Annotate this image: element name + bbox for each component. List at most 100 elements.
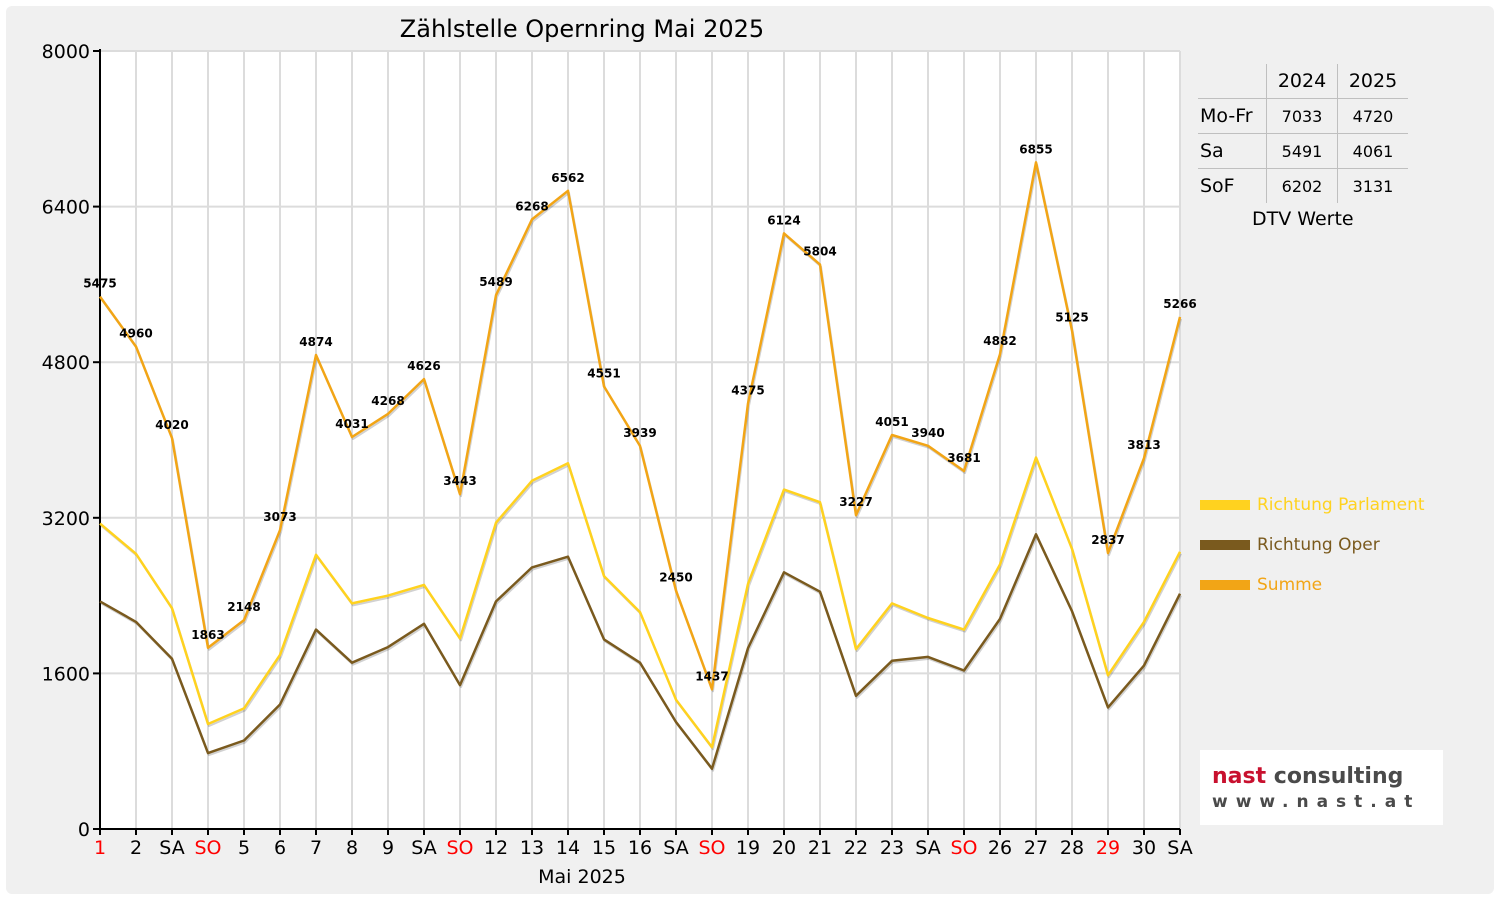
data-label: 6562 <box>551 171 584 185</box>
x-tick-label: SO <box>950 837 977 859</box>
legend-item-summe: Summe <box>1200 575 1322 595</box>
x-tick-label: SA <box>159 837 184 859</box>
dtv-value-2025: 4720 <box>1337 98 1408 134</box>
x-tick-label: 7 <box>310 837 322 859</box>
dtv-row-mo-fr: Mo-Fr 7033 4720 <box>1198 98 1408 134</box>
logo-wordmark: nast consulting <box>1212 764 1403 789</box>
nast-consulting-logo: nast consulting www.nast.at <box>1200 750 1443 825</box>
logo-brand-b: consulting <box>1273 764 1404 789</box>
series-line-richtung-parlament <box>99 456 1182 749</box>
legend-swatch <box>1200 500 1250 510</box>
logo-brand-a: nast <box>1212 764 1267 789</box>
data-label: 2450 <box>659 571 692 585</box>
legend-item-oper: Richtung Oper <box>1200 535 1380 555</box>
legend-swatch <box>1200 540 1250 550</box>
x-axis-label: Mai 2025 <box>538 866 626 888</box>
x-tick-label: 20 <box>772 837 796 859</box>
x-tick-label: 13 <box>520 837 544 859</box>
data-label: 4626 <box>407 359 440 373</box>
series-lines <box>98 161 1182 772</box>
data-label: 2837 <box>1091 533 1124 547</box>
data-label: 1437 <box>695 669 728 683</box>
dtv-corner <box>1198 64 1267 99</box>
data-label: 4375 <box>731 384 764 398</box>
y-tick-label: 4800 <box>42 352 90 374</box>
grid-lines <box>100 50 1181 829</box>
data-label: 4882 <box>983 334 1016 348</box>
y-tick-label: 8000 <box>42 41 90 63</box>
x-tick-label: SO <box>194 837 221 859</box>
data-label: 5266 <box>1163 297 1196 311</box>
data-label: 4268 <box>371 394 404 408</box>
dtv-header-2024: 2024 <box>1266 64 1338 99</box>
x-tick-label: 21 <box>808 837 832 859</box>
logo-url: www.nast.at <box>1212 792 1421 812</box>
dtv-value-2024: 6202 <box>1266 168 1338 203</box>
legend-label: Richtung Oper <box>1257 535 1380 555</box>
y-tick-label: 1600 <box>42 663 90 685</box>
y-tick-label: 3200 <box>42 508 90 530</box>
data-label: 6124 <box>767 213 800 227</box>
legend-item-parlament: Richtung Parlament <box>1200 495 1425 515</box>
data-label: 5804 <box>803 245 836 259</box>
x-tick-label: 19 <box>736 837 760 859</box>
dtv-header-2025: 2025 <box>1337 64 1408 99</box>
legend-swatch <box>1200 580 1250 590</box>
data-label: 4031 <box>335 417 368 431</box>
legend-label: Richtung Parlament <box>1257 495 1425 515</box>
dtv-header-row: 2024 2025 <box>1198 64 1408 99</box>
data-label: 3939 <box>623 426 656 440</box>
dtv-row-label: SoF <box>1198 168 1267 203</box>
x-tick-label: SO <box>446 837 473 859</box>
x-tick-label: 9 <box>382 837 394 859</box>
data-label: 3443 <box>443 474 476 488</box>
dtv-value-2024: 5491 <box>1266 133 1338 169</box>
x-tick-label: 23 <box>880 837 904 859</box>
x-tick-label: SA <box>411 837 436 859</box>
x-tick-label: 30 <box>1132 837 1156 859</box>
data-label: 3813 <box>1127 438 1160 452</box>
dtv-row-label: Sa <box>1198 133 1267 169</box>
data-label: 1863 <box>191 628 224 642</box>
x-tick-label: 22 <box>844 837 868 859</box>
x-tick-label: 6 <box>274 837 286 859</box>
dtv-value-2025: 3131 <box>1337 168 1408 203</box>
data-label: 2148 <box>227 600 260 614</box>
dtv-table: 2024 2025 Mo-Fr 7033 4720 Sa 5491 4061 S… <box>1198 64 1408 203</box>
x-tick-label: 1 <box>94 837 106 859</box>
x-tick-label: 28 <box>1060 837 1084 859</box>
x-tick-label: 16 <box>628 837 652 859</box>
dtv-caption: DTV Werte <box>1252 208 1354 230</box>
dtv-value-2024: 7033 <box>1266 98 1338 134</box>
data-label: 4551 <box>587 366 620 380</box>
data-label: 3681 <box>947 451 980 465</box>
data-label: 5125 <box>1055 311 1088 325</box>
dtv-row-sa: Sa 5491 4061 <box>1198 133 1408 169</box>
x-tick-label: SA <box>1167 837 1192 859</box>
data-label: 3227 <box>839 495 872 509</box>
x-tick-label: 15 <box>592 837 616 859</box>
data-label: 3940 <box>911 426 944 440</box>
data-label: 6268 <box>515 199 548 213</box>
x-tick-label: SO <box>698 837 725 859</box>
x-tick-label: 26 <box>988 837 1012 859</box>
x-tick-label: SA <box>663 837 688 859</box>
series-line-richtung-oper <box>99 533 1182 770</box>
x-tick-label: SA <box>915 837 940 859</box>
dtv-value-2025: 4061 <box>1337 133 1408 169</box>
x-tick-label: 29 <box>1096 837 1120 859</box>
chart-title: Zählstelle Opernring Mai 2025 <box>400 15 764 43</box>
x-tick-label: 12 <box>484 837 508 859</box>
y-tick-label: 6400 <box>42 197 90 219</box>
data-label: 4874 <box>299 335 332 349</box>
x-tick-label: 27 <box>1024 837 1048 859</box>
series-line-summe <box>98 161 1182 691</box>
x-tick-label: 14 <box>556 837 580 859</box>
legend-label: Summe <box>1257 575 1323 595</box>
data-label: 4960 <box>119 327 152 341</box>
x-tick-label: 5 <box>238 837 250 859</box>
data-label: 4020 <box>155 418 188 432</box>
data-label: 4051 <box>875 415 908 429</box>
